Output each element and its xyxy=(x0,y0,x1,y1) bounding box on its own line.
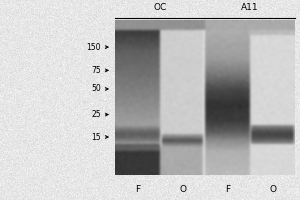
Text: F: F xyxy=(135,185,140,194)
Text: OC: OC xyxy=(153,3,167,12)
Text: O: O xyxy=(269,185,276,194)
Text: 25: 25 xyxy=(92,110,101,119)
Text: F: F xyxy=(225,185,230,194)
Text: 50: 50 xyxy=(91,84,101,93)
Text: 15: 15 xyxy=(92,133,101,142)
Text: 75: 75 xyxy=(91,66,101,75)
Text: 150: 150 xyxy=(86,43,101,52)
Text: A11: A11 xyxy=(241,3,259,12)
Text: O: O xyxy=(179,185,186,194)
